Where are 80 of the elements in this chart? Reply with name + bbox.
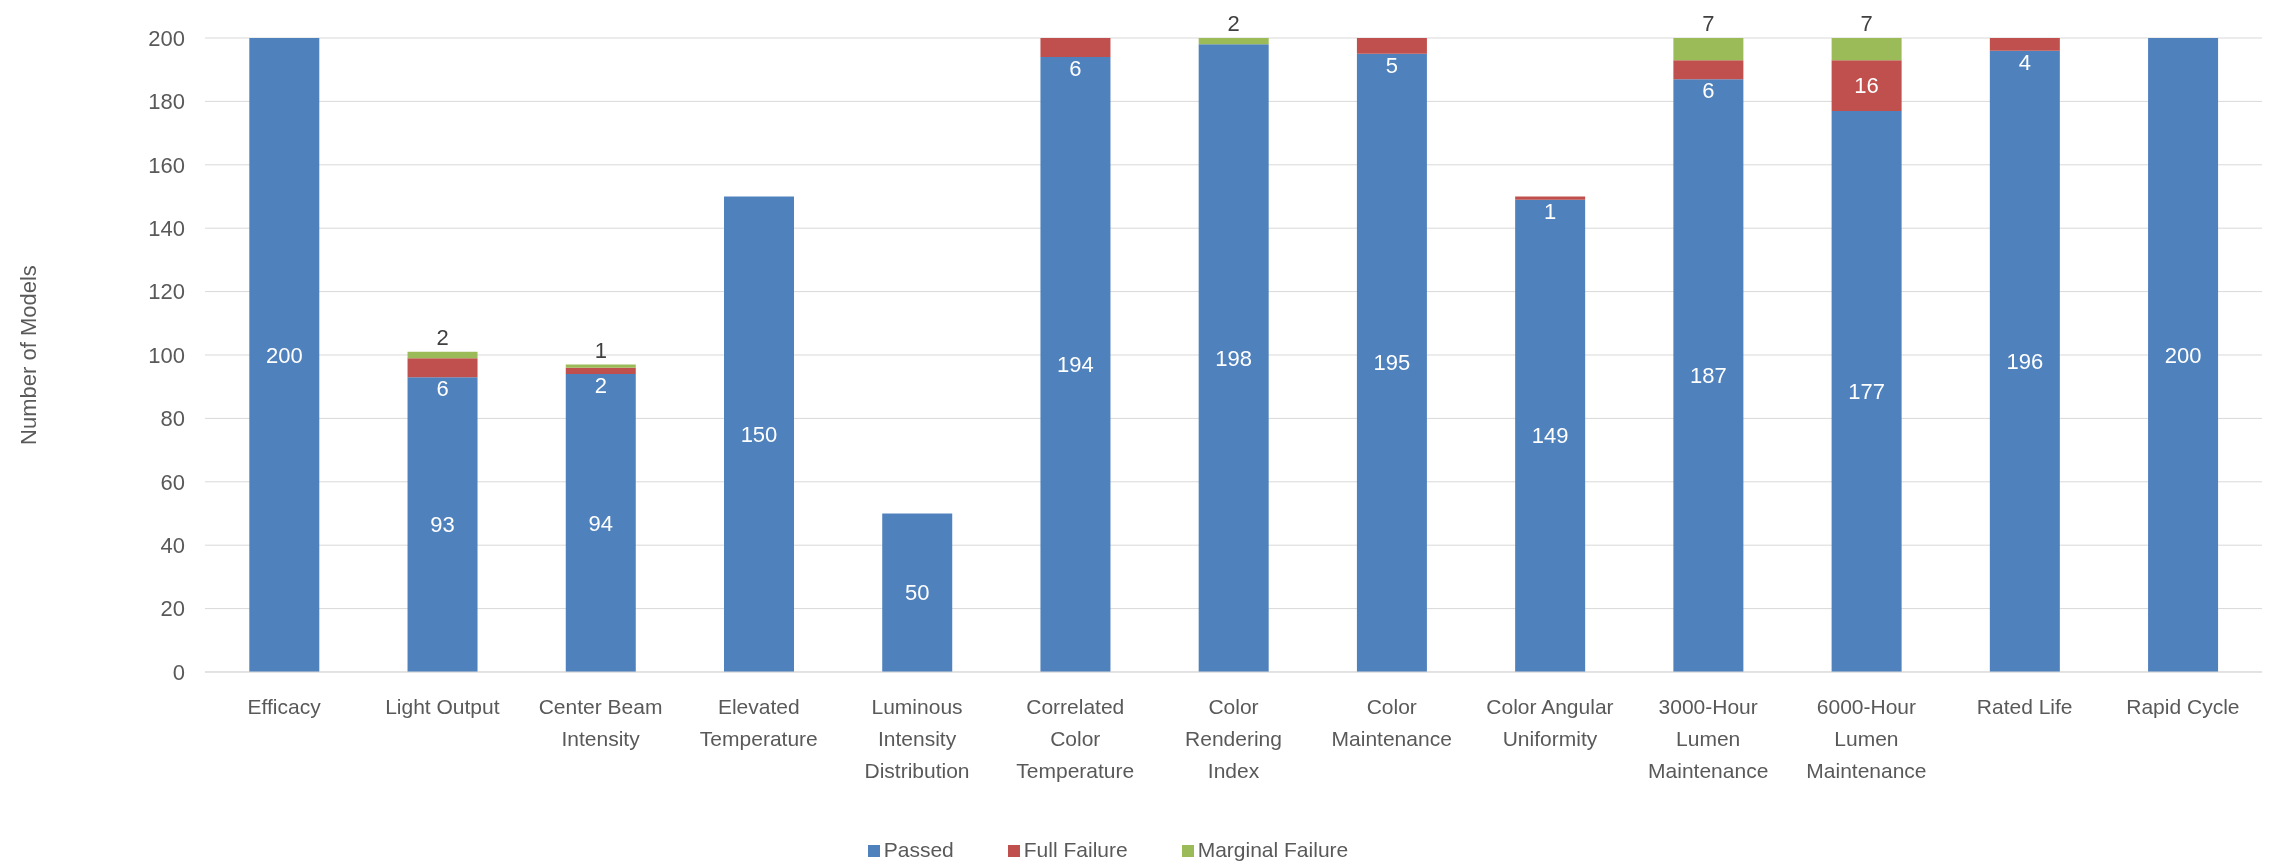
bar: [1356, 38, 1427, 54]
bar: [1831, 60, 1902, 111]
y-tick-label: 120: [148, 279, 185, 305]
data-label: 149: [1531, 423, 1569, 449]
y-axis-title: Number of Models: [15, 265, 41, 445]
x-tick-label: Light Output: [385, 695, 500, 718]
y-tick-label: 40: [160, 533, 185, 559]
legend-label: Full Failure: [1023, 838, 1128, 861]
x-tick-label: Rated Life: [1976, 695, 2073, 718]
bar: [882, 513, 953, 672]
data-label: 194: [1057, 352, 1094, 378]
bar: [1356, 53, 1427, 672]
bar: [1673, 79, 1744, 672]
x-tick-label: Elevated Temperature: [699, 695, 818, 750]
bar: [724, 196, 794, 672]
data-label: 5: [1385, 52, 1399, 78]
data-label: 1: [594, 337, 607, 363]
y-tick-label: 20: [160, 596, 185, 622]
bar: [1040, 38, 1111, 58]
bar: [1831, 38, 1902, 61]
bar: [1831, 110, 1902, 672]
y-tick-label: 160: [148, 152, 185, 178]
bar: [1989, 38, 2060, 51]
bar: [565, 364, 636, 368]
data-label: 187: [1690, 363, 1727, 389]
x-tick-label: Efficacy: [247, 695, 322, 718]
data-label: 6: [436, 376, 449, 402]
data-label: 7: [1702, 11, 1715, 36]
x-tick-label: 6000-Hour Lumen Maintenance: [1806, 695, 1927, 782]
bar: [1198, 44, 1269, 672]
bar: [565, 367, 636, 375]
x-tick-label: Rapid Cycle: [2126, 695, 2240, 718]
x-tick-label: Correlated Color Temperature: [1016, 695, 1135, 782]
data-label: 16: [1854, 73, 1879, 99]
data-label: 6: [1702, 78, 1715, 104]
data-label: 200: [2164, 342, 2202, 368]
x-tick-label: Luminous Intensity Distribution: [864, 695, 970, 782]
bar: [565, 374, 636, 672]
bar: [407, 351, 478, 359]
y-tick-label: 200: [148, 25, 185, 51]
data-label: 93: [430, 512, 455, 538]
y-tick-label: 0: [172, 659, 185, 685]
data-label: 196: [2006, 348, 2044, 374]
x-tick-label: 3000-Hour Lumen Maintenance: [1648, 695, 1769, 782]
y-tick-label: 180: [148, 89, 185, 115]
x-tick-label: Color Rendering Index: [1185, 695, 1282, 782]
bar: [1673, 60, 1744, 80]
y-tick-label: 80: [160, 406, 185, 432]
data-label: 150: [740, 421, 778, 447]
bar: [1673, 38, 1744, 61]
bar: [1515, 199, 1586, 672]
data-label: 2: [436, 324, 449, 350]
x-tick-label: Color Angular Uniformity: [1486, 695, 1614, 750]
legend-label: Passed: [883, 838, 954, 861]
bar: [1040, 57, 1111, 672]
data-label: 1: [1544, 198, 1557, 224]
data-label: 94: [588, 510, 614, 536]
data-label: 2: [1227, 11, 1240, 36]
data-label: 2: [594, 373, 607, 399]
bar: [1515, 196, 1586, 200]
bar: [407, 377, 478, 672]
bar: [2148, 38, 2219, 672]
data-label: 50: [904, 580, 930, 606]
data-label: 198: [1215, 345, 1253, 371]
bar: [1198, 38, 1269, 45]
data-label: 4: [2018, 49, 2031, 75]
data-label: 195: [1373, 350, 1411, 376]
data-label: 7: [1860, 11, 1873, 36]
x-tick-label: Color Maintenance: [1331, 695, 1452, 750]
x-tick-label: Center Beam Intensity: [538, 695, 663, 750]
bar: [1989, 50, 2060, 672]
y-tick-label: 140: [148, 216, 185, 242]
data-label: 200: [265, 342, 303, 368]
y-tick-label: 100: [148, 342, 185, 368]
legend-label: Marginal Failure: [1197, 838, 1349, 861]
bar: [407, 358, 478, 378]
data-label: 6: [1069, 56, 1082, 82]
y-tick-label: 60: [160, 469, 185, 495]
bar: [249, 38, 320, 672]
data-label: 177: [1848, 378, 1885, 404]
